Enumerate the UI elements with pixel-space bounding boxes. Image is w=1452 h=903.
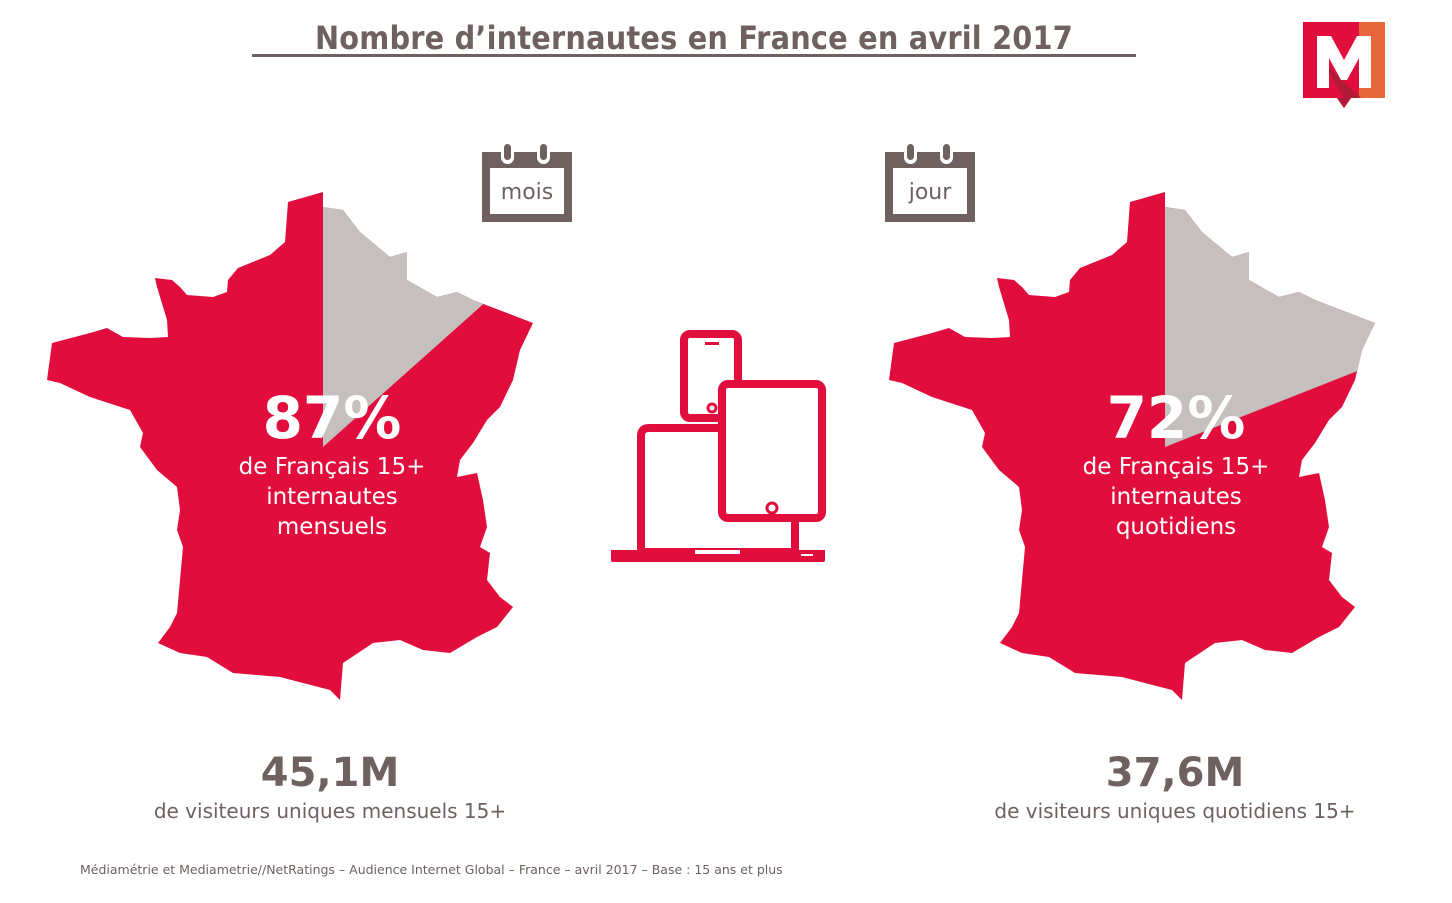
daily-visitors-label: de visiteurs uniques quotidiens 15+	[994, 799, 1356, 823]
period-label: mois	[500, 180, 554, 205]
source-note: Médiamétrie et Mediametrie//NetRatings –…	[80, 862, 783, 877]
daily-desc-line3: quotidiens	[1115, 514, 1237, 540]
monthly-percent: 87%	[262, 384, 402, 452]
monthly-visitors-label: de visiteurs uniques mensuels 15+	[153, 799, 507, 823]
title-underline	[252, 54, 1136, 57]
mediametrie-logo-icon	[1303, 22, 1385, 108]
monthly-desc-line2: internautes	[266, 484, 398, 510]
daily-desc-line1: de Français 15+	[1082, 454, 1270, 480]
period-label: jour	[908, 180, 952, 205]
monthly-desc-line1: de Français 15+	[238, 454, 426, 480]
calendar-icon-month: mois	[482, 142, 572, 222]
daily-visitors-number: 37,6M	[1105, 750, 1245, 796]
page-title: Nombre d’internautes en France en avril …	[314, 19, 1074, 57]
calendar-icon-day: jour	[885, 142, 975, 222]
daily-percent: 72%	[1106, 384, 1246, 452]
daily-desc-line2: internautes	[1110, 484, 1242, 510]
devices-icon	[605, 330, 830, 569]
monthly-desc-line3: mensuels	[276, 514, 388, 540]
monthly-visitors-number: 45,1M	[260, 750, 400, 796]
